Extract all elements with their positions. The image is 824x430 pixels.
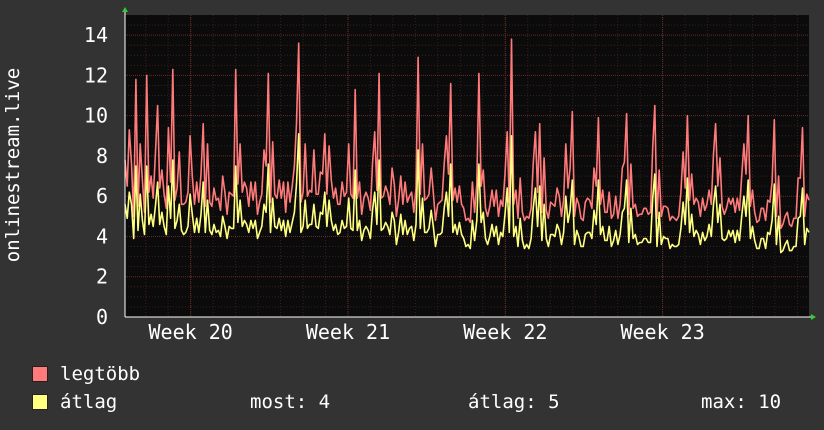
y-tick-label: 14: [84, 23, 108, 47]
y-axis-arrow-icon: [122, 7, 128, 12]
y-tick-label: 6: [96, 184, 108, 208]
x-tick-label: Week 23: [620, 320, 704, 344]
stat-average: átlag: 5: [468, 391, 560, 413]
axes: [122, 7, 816, 320]
series-layer: [124, 38, 810, 254]
y-tick-label: 2: [96, 265, 108, 289]
y-tick-label: 10: [84, 104, 108, 128]
y-tick-label: 8: [96, 144, 108, 168]
chart: 0 2 4 6 8 10 12 14 Week 20 Week 21 Week 22 Week 23…: [2, 7, 816, 344]
legend-label-legtobb: legtöbb: [60, 363, 141, 385]
y-axis-label: onlinestream.live: [2, 68, 24, 262]
legend-label-atlag: átlag: [60, 391, 118, 413]
y-tick-label: 0: [96, 305, 108, 329]
x-tick-label: Week 21: [306, 320, 390, 344]
y-tick-label: 12: [84, 63, 108, 87]
stat-current: most: 4: [250, 391, 331, 413]
grid-major: [125, 15, 809, 317]
x-tick-label: Week 22: [463, 320, 547, 344]
legend-swatch-legtobb: [32, 366, 48, 382]
legend-item-legtobb: legtöbb: [32, 363, 141, 385]
series-line-1: [124, 133, 810, 254]
x-axis-arrow-icon: [811, 314, 816, 320]
series-line-0: [124, 38, 810, 230]
stat-maximum: max: 10: [701, 391, 782, 413]
x-tick-label: Week 20: [149, 320, 233, 344]
y-tick-labels: 0 2 4 6 8 10 12 14: [84, 23, 108, 329]
legend-swatch-atlag: [32, 394, 48, 410]
legend-item-atlag: átlag: [32, 391, 118, 413]
y-tick-label: 4: [96, 224, 108, 248]
x-tick-labels: Week 20 Week 21 Week 22 Week 23: [149, 320, 705, 344]
